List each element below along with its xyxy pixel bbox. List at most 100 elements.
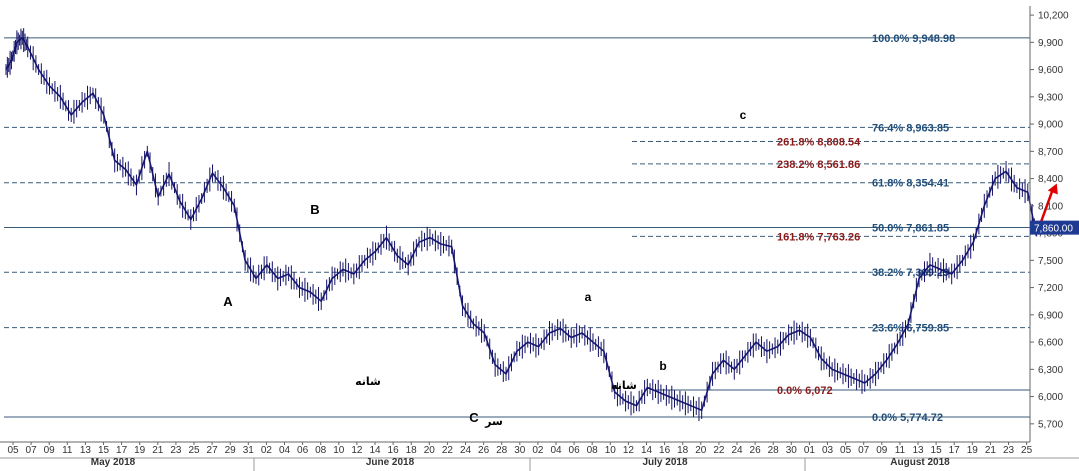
- wave-label-C: C: [469, 410, 479, 425]
- x-tick-label: 17: [949, 445, 961, 456]
- pattern-annotation: شانه: [355, 375, 381, 388]
- fib-label-1: 76.4% 8,963.85: [872, 122, 949, 134]
- y-tick-label: 7,500: [1038, 256, 1063, 267]
- x-tick-label: 03: [822, 445, 834, 456]
- fib-label-5: 23.6% 6,759.85: [872, 323, 949, 335]
- current-price-label: 7,860.00: [1034, 224, 1073, 235]
- x-tick-label: 15: [98, 445, 110, 456]
- y-tick-label: 6,600: [1038, 338, 1063, 349]
- x-tick-label: 15: [931, 445, 943, 456]
- y-tick-label: 7,200: [1038, 283, 1063, 294]
- wave-label-A: A: [223, 294, 233, 309]
- fib-label-6: 0.0% 5,774.72: [872, 412, 943, 424]
- x-tick-label: 13: [80, 445, 92, 456]
- x-tick-label: 04: [550, 445, 562, 456]
- x-tick-label: 08: [315, 445, 327, 456]
- x-tick-label: 28: [768, 445, 780, 456]
- y-tick-label: 8,700: [1038, 147, 1063, 158]
- x-tick-label: 04: [279, 445, 291, 456]
- x-tick-label: 16: [388, 445, 400, 456]
- x-tick-label: 09: [44, 445, 56, 456]
- x-tick-label: 11: [895, 445, 906, 456]
- fibonacci-levels: 100.0% 9,948.98 76.4% 8,963.85 61.8% 8,354…: [4, 33, 1030, 424]
- x-tick-label: 27: [207, 445, 219, 456]
- y-tick-label: 6,300: [1038, 365, 1063, 376]
- y-tick-label: 5,700: [1038, 419, 1063, 430]
- x-tick-label: 23: [1003, 445, 1015, 456]
- x-tick-label: 17: [116, 445, 128, 456]
- x-tick-label: 01: [804, 445, 816, 456]
- x-tick-label: 16: [659, 445, 671, 456]
- x-tick-label: 06: [569, 445, 581, 456]
- month-label: July 2018: [642, 457, 687, 468]
- y-tick-label: 8,100: [1038, 201, 1063, 212]
- wave-labels: A B Ca b c شانه سر شانه: [223, 108, 746, 428]
- wave-label-B: B: [310, 202, 319, 217]
- wave-label-a: a: [585, 290, 592, 304]
- axes: 10,200 9,900 9,600 9,300 9,000 8,700 8,400 8,10…: [0, 6, 1079, 471]
- current-price-box: [1030, 220, 1079, 235]
- ext-label-1: 238.2% 8,561.86: [777, 159, 860, 171]
- x-tick-label: 26: [750, 445, 762, 456]
- wave-label-b: b: [659, 359, 666, 373]
- x-tick-label: 22: [442, 445, 454, 456]
- x-tick-label: 28: [496, 445, 508, 456]
- fib-label-0: 100.0% 9,948.98: [872, 33, 955, 45]
- x-tick-label: 08: [587, 445, 599, 456]
- x-tick-label: 24: [731, 445, 743, 456]
- x-tick-label: 02: [261, 445, 273, 456]
- projection-arrow-head: [1047, 183, 1058, 195]
- x-tick-label: 25: [1021, 445, 1033, 456]
- x-tick-label: 10: [605, 445, 617, 456]
- x-tick-label: 10: [333, 445, 345, 456]
- x-tick-label: 19: [134, 445, 146, 456]
- y-tick-label: 9,600: [1038, 65, 1063, 76]
- x-tick-label: 05: [840, 445, 852, 456]
- y-tick-label: 9,000: [1038, 120, 1063, 131]
- pattern-annotation: شانه: [611, 379, 637, 392]
- fib-label-4: 38.2% 7,369.29: [872, 267, 949, 279]
- x-tick-label: 20: [424, 445, 436, 456]
- ext-label-3: 0.0% 6,072: [777, 385, 833, 397]
- x-tick-label: 25: [188, 445, 200, 456]
- x-tick-label: 30: [514, 445, 526, 456]
- month-label: May 2018: [91, 457, 136, 468]
- x-tick-label: 23: [170, 445, 182, 456]
- x-tick-label: 31: [243, 445, 255, 456]
- x-tick-label: 30: [786, 445, 798, 456]
- x-tick-label: 21: [152, 445, 164, 456]
- x-tick-label: 11: [62, 445, 73, 456]
- y-tick-label: 6,900: [1038, 310, 1063, 321]
- y-tick-label: 10,200: [1038, 11, 1069, 22]
- x-tick-label: 21: [985, 445, 997, 456]
- x-tick-label: 12: [351, 445, 363, 456]
- x-tick-label: 07: [858, 445, 870, 456]
- x-tick-label: 24: [460, 445, 472, 456]
- x-tick-label: 12: [623, 445, 635, 456]
- y-tick-label: 9,900: [1038, 38, 1063, 49]
- fib-label-2: 61.8% 8,354.41: [872, 178, 949, 190]
- x-tick-label: 13: [912, 445, 924, 456]
- x-tick-label: 29: [225, 445, 237, 456]
- x-tick-label: 05: [7, 445, 19, 456]
- x-tick-label: 18: [677, 445, 689, 456]
- pattern-annotation: سر: [484, 415, 503, 428]
- y-tick-label: 6,000: [1038, 392, 1063, 403]
- x-tick-label: 26: [478, 445, 490, 456]
- ext-label-2: 161.8% 7,763.26: [777, 231, 860, 243]
- ext-label-0: 261.8% 8,808.54: [777, 136, 861, 148]
- wave-label-c: c: [740, 108, 747, 122]
- x-tick-label: 22: [713, 445, 725, 456]
- y-tick-label: 9,300: [1038, 92, 1063, 103]
- x-tick-label: 07: [26, 445, 38, 456]
- fib-label-3: 50.0% 7,861.85: [872, 222, 949, 234]
- x-tick-label: 19: [967, 445, 979, 456]
- month-label: June 2018: [366, 457, 415, 468]
- x-tick-label: 02: [532, 445, 544, 456]
- x-tick-label: 09: [876, 445, 888, 456]
- x-tick-label: 20: [695, 445, 707, 456]
- x-tick-label: 06: [297, 445, 309, 456]
- x-tick-label: 14: [369, 445, 381, 456]
